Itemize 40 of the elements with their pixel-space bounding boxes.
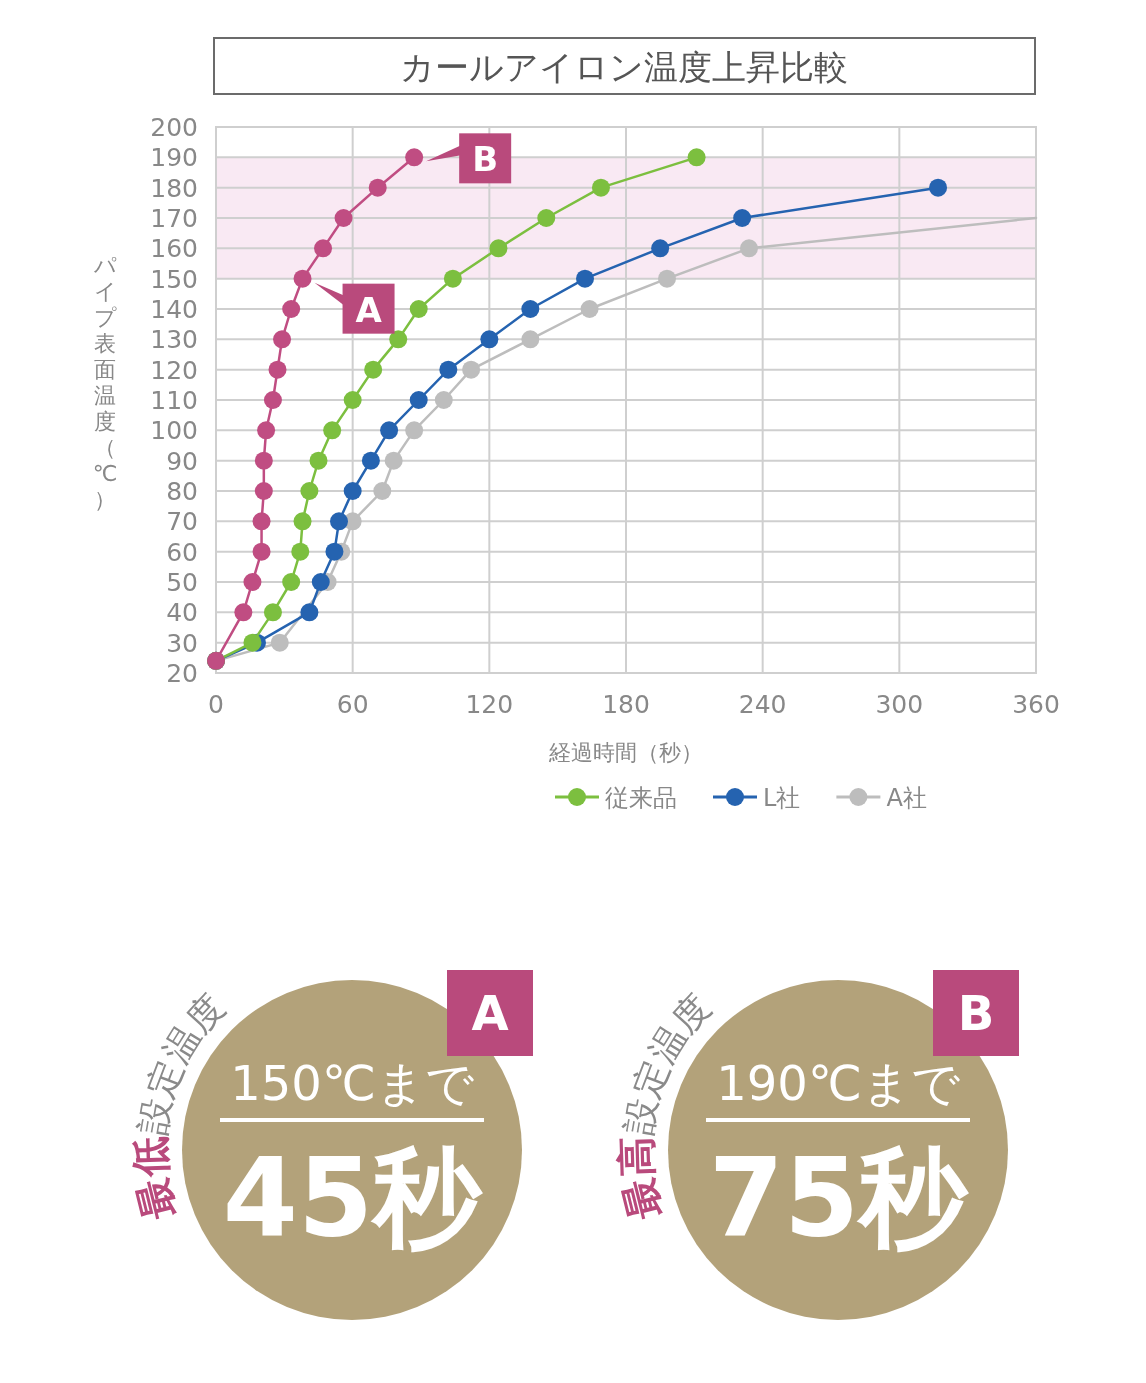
y-tick-label: 110 bbox=[150, 386, 198, 415]
y-tick-label: 160 bbox=[150, 234, 198, 264]
y-tick-label: 140 bbox=[150, 295, 198, 324]
text: 190℃まで bbox=[716, 1055, 960, 1111]
y-tick-label: 170 bbox=[150, 204, 198, 233]
y-tick-label: 80 bbox=[166, 477, 198, 506]
x-axis-title: 経過時間（秒） bbox=[548, 740, 703, 765]
y-tick-label: 70 bbox=[166, 507, 198, 537]
legend-label: A社 bbox=[886, 784, 927, 812]
x-tick-label: 300 bbox=[875, 690, 924, 719]
text: 150℃まで bbox=[230, 1055, 474, 1111]
y-tick-label: 20 bbox=[166, 659, 198, 688]
chart-title: カールアイロン温度上昇比較 bbox=[400, 47, 848, 87]
x-tick-label: 360 bbox=[1012, 690, 1060, 719]
y-tick-label: 180 bbox=[150, 173, 198, 203]
x-tick-label: 120 bbox=[465, 690, 514, 719]
x-tick-label: 180 bbox=[602, 690, 650, 719]
legend-label: 従来品 bbox=[605, 784, 677, 812]
text: B bbox=[957, 985, 995, 1041]
y-tick-label: 60 bbox=[166, 537, 198, 567]
callout: A bbox=[314, 282, 395, 334]
x-tick-label: 240 bbox=[738, 690, 787, 719]
y-tick-label: 50 bbox=[166, 568, 198, 597]
y-tick-label: 100 bbox=[150, 416, 198, 446]
x-tick-label: 0 bbox=[208, 690, 224, 719]
annotation: B bbox=[472, 139, 499, 180]
y-tick-label: 90 bbox=[166, 446, 198, 476]
y-tick-label: 120 bbox=[150, 355, 198, 385]
y-tick-label: 150 bbox=[150, 264, 198, 294]
callout: B bbox=[426, 133, 512, 184]
text: パイプ表面温度（℃） bbox=[92, 253, 118, 512]
y-tick-label: 30 bbox=[166, 628, 198, 658]
y-tick-label: 200 bbox=[150, 113, 198, 142]
x-tick-label: 60 bbox=[336, 690, 369, 719]
y-tick-label: 130 bbox=[150, 325, 198, 355]
text: A bbox=[471, 985, 509, 1041]
y-tick-label: 40 bbox=[166, 598, 198, 628]
annotation: A bbox=[355, 289, 383, 330]
y-tick-label: 190 bbox=[150, 143, 198, 173]
legend-label: L社 bbox=[763, 784, 801, 812]
